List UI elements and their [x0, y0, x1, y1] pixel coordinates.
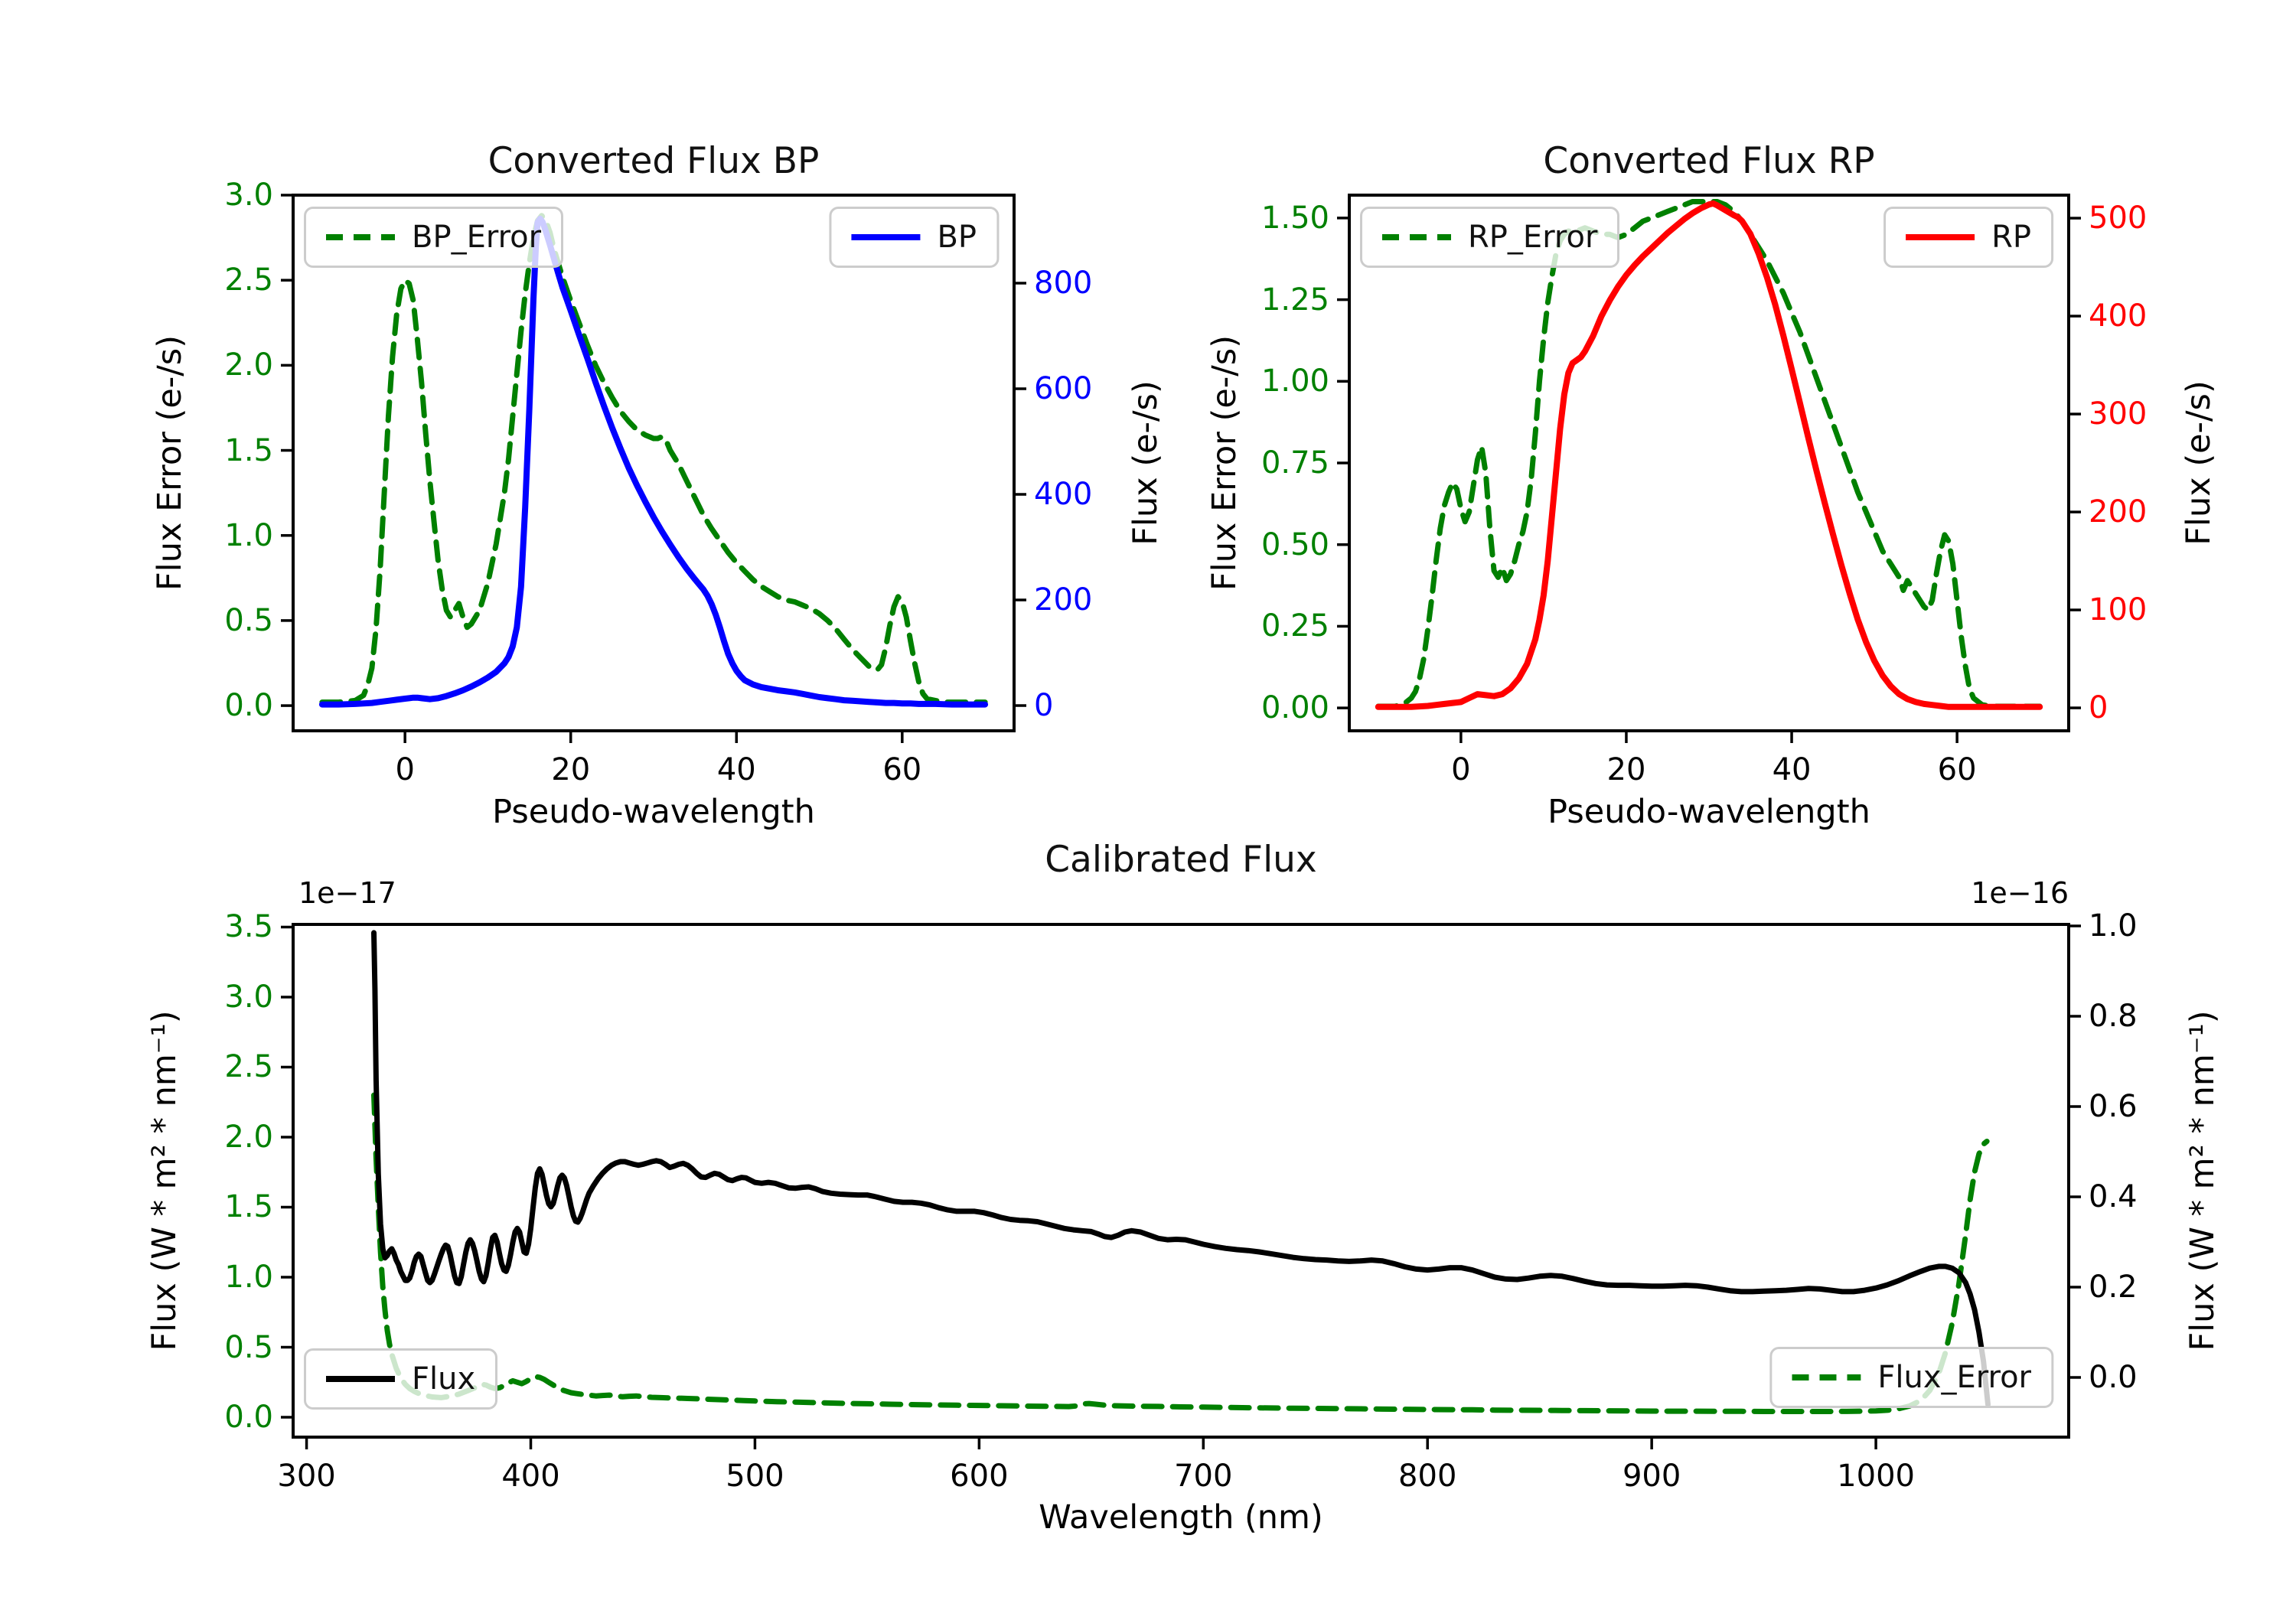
tick-label: 40: [1772, 752, 1812, 787]
tick-label: 3.0: [224, 979, 273, 1015]
tick-label: 0.25: [1261, 608, 1329, 644]
tick-label: 3.0: [224, 178, 273, 213]
legend-flux-error: Flux_Error: [1769, 1347, 2053, 1408]
tick-label: 900: [1622, 1459, 1681, 1494]
legend-dashed-line-sample: [1792, 1374, 1861, 1380]
axis-offset-1e-17: 1e−17: [298, 876, 396, 910]
tick-label: 300: [277, 1459, 336, 1494]
legend-label: BP_Error: [412, 220, 542, 255]
tick-label: 400: [1034, 477, 1093, 513]
tick-label: 0: [1451, 752, 1471, 787]
tick-label: 600: [1034, 371, 1093, 407]
y-axis-label-bp-flux: Flux (e-/s): [1127, 380, 1165, 546]
tick-label: 20: [551, 752, 591, 787]
tick-label: 1.50: [1261, 200, 1329, 236]
tick-label: 2.5: [224, 1049, 273, 1085]
chart-title-bp: Converted Flux BP: [488, 140, 820, 182]
tick-label: 40: [716, 752, 756, 787]
tick-label: 1000: [1837, 1459, 1915, 1494]
tick-label: 200: [1034, 582, 1093, 618]
tick-label: 500: [726, 1459, 784, 1494]
tick-label: 1.5: [224, 432, 273, 468]
chart-title-calibrated: Calibrated Flux: [1045, 839, 1317, 881]
tick-label: 60: [1937, 752, 1977, 787]
axis-offset-1e-16: 1e−16: [1971, 876, 2069, 910]
tick-label: 3.5: [224, 909, 273, 945]
tick-label: 1.25: [1261, 282, 1329, 318]
tick-label: 700: [1174, 1459, 1233, 1494]
legend-label: RP_Error: [1468, 220, 1598, 255]
legend-label: Flux_Error: [1877, 1360, 2031, 1395]
tick-label: 0.0: [224, 688, 273, 724]
tick-label: 1.0: [2089, 908, 2138, 944]
legend-label: Flux: [412, 1361, 476, 1397]
axes-box: [292, 194, 1016, 732]
series-rp: [1375, 200, 2043, 710]
legend-label: BP: [937, 220, 977, 255]
tick-label: 2.5: [224, 262, 273, 298]
series-flux: [371, 930, 1991, 1407]
tick-label: 200: [2089, 494, 2148, 530]
tick-label: 800: [1398, 1459, 1457, 1494]
tick-label: 400: [501, 1459, 560, 1494]
tick-label: 0.8: [2089, 999, 2138, 1034]
tick-label: 800: [1034, 266, 1093, 302]
tick-label: 100: [2089, 592, 2148, 628]
chart-title-rp: Converted Flux RP: [1543, 140, 1875, 182]
tick-label: 500: [2089, 200, 2148, 236]
tick-label: 0.0: [224, 1400, 273, 1435]
tick-label: 2.0: [224, 1119, 273, 1155]
tick-label: 1.0: [224, 517, 273, 553]
series-flux_error: [371, 1092, 1990, 1414]
y-axis-label-rp-error: Flux Error (e-/s): [1205, 335, 1244, 591]
legend-label: RP: [1991, 220, 2031, 255]
tick-label: 1.00: [1261, 363, 1329, 399]
tick-label: 0.2: [2089, 1270, 2138, 1305]
tick-label: 1.0: [224, 1260, 273, 1295]
tick-label: 300: [2089, 396, 2148, 432]
axes-box: [292, 923, 2070, 1439]
legend-solid-line-sample: [851, 234, 921, 240]
legend-bp: BP: [829, 207, 999, 268]
tick-label: 0: [395, 752, 415, 787]
legend-bp-error: BP_Error: [304, 207, 564, 268]
legend-dashed-line-sample: [1382, 234, 1451, 240]
tick-label: 0.5: [224, 602, 273, 638]
y-axis-label-cal-left: Flux (W * m² * nm⁻¹): [145, 1010, 184, 1351]
x-axis-label-calibrated: Wavelength (nm): [1039, 1498, 1323, 1537]
y-axis-label-cal-right: Flux (W * m² * nm⁻¹): [2183, 1010, 2222, 1351]
x-axis-label-bp: Pseudo-wavelength: [492, 793, 815, 831]
tick-label: 600: [950, 1459, 1009, 1494]
legend-flux: Flux: [304, 1348, 498, 1410]
tick-label: 0.50: [1261, 526, 1329, 562]
y-axis-label-bp-error: Flux Error (e-/s): [151, 335, 189, 591]
y-axis-label-rp-flux: Flux (e-/s): [2180, 380, 2218, 546]
series-bp_error: [319, 213, 988, 706]
tick-label: 0: [1034, 688, 1054, 724]
legend-solid-line-sample: [326, 1376, 395, 1382]
tick-label: 0: [2089, 690, 2108, 726]
legend-rp-error: RP_Error: [1360, 207, 1620, 268]
series-bp: [318, 215, 989, 708]
tick-label: 20: [1606, 752, 1646, 787]
tick-label: 0.4: [2089, 1179, 2138, 1214]
tick-label: 400: [2089, 298, 2148, 334]
tick-label: 60: [882, 752, 922, 787]
legend-rp: RP: [1883, 207, 2053, 268]
tick-label: 0.75: [1261, 445, 1329, 481]
legend-dashed-line-sample: [326, 234, 395, 240]
tick-label: 0.6: [2089, 1089, 2138, 1124]
tick-label: 2.0: [224, 347, 273, 383]
x-axis-label-rp: Pseudo-wavelength: [1548, 793, 1870, 831]
tick-label: 0.0: [2089, 1360, 2138, 1395]
tick-label: 1.5: [224, 1189, 273, 1225]
tick-label: 0.00: [1261, 690, 1329, 726]
legend-solid-line-sample: [1906, 234, 1975, 240]
tick-label: 0.5: [224, 1329, 273, 1365]
series-rp_error: [1375, 199, 2043, 709]
